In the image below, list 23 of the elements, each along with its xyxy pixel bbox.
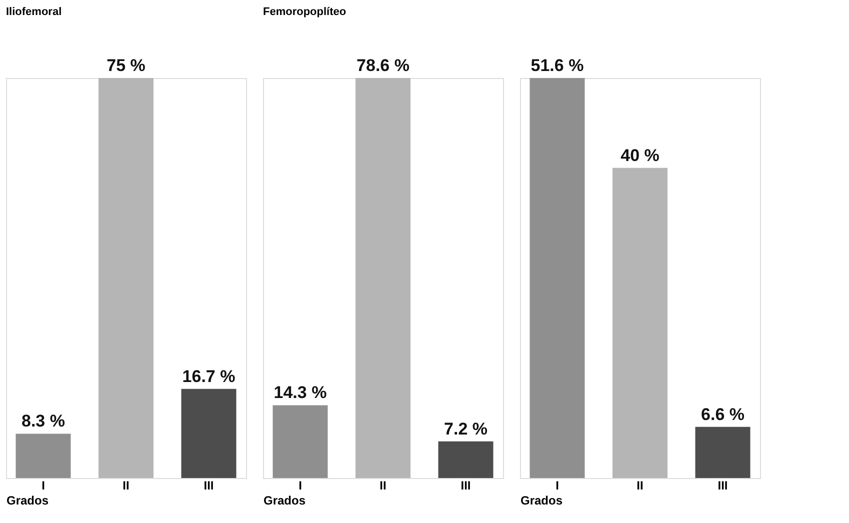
x-axis-title: Grados <box>520 494 563 508</box>
data-label: 6.6 % <box>701 404 744 424</box>
data-label: 14.3 % <box>274 383 327 402</box>
x-tick-label: III <box>204 478 214 492</box>
x-axis-title: Grados <box>264 494 306 508</box>
x-axis-title: Grados <box>6 494 49 508</box>
x-tick-label: II <box>122 478 130 492</box>
x-tick-label: I <box>298 478 302 492</box>
data-label: 51.6 % <box>530 56 584 75</box>
x-tick-label: III <box>718 478 728 492</box>
data-label: 16.7 % <box>182 366 236 386</box>
x-tick-label: II <box>636 478 644 492</box>
data-label: 8.3 % <box>22 412 65 431</box>
x-tick-label: II <box>380 478 386 492</box>
chart-title: Femoropoplíteo <box>263 6 346 18</box>
x-tick-label: I <box>556 478 559 492</box>
chart-title: Iliofemoral <box>6 6 62 18</box>
data-label: 7.2 % <box>444 419 488 438</box>
data-label: 78.6 % <box>356 56 410 75</box>
data-label: 75 % <box>106 56 146 75</box>
data-label: 40 % <box>620 146 660 165</box>
x-tick-label: III <box>460 478 471 492</box>
x-tick-label: I <box>42 478 45 492</box>
